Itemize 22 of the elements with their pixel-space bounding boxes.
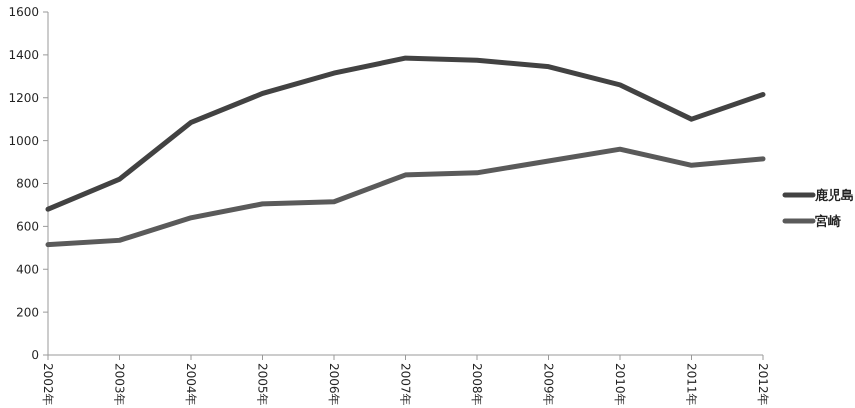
y-tick-label: 0 xyxy=(31,348,39,362)
x-tick-label: 2008年 xyxy=(470,363,484,406)
y-tick-label: 400 xyxy=(16,262,39,276)
x-tick-label: 2012年 xyxy=(756,363,770,406)
x-tick-label: 2011年 xyxy=(684,363,698,406)
legend-label: 宮崎 xyxy=(815,214,841,230)
y-tick-label: 800 xyxy=(16,176,39,191)
y-tick-label: 1400 xyxy=(8,48,39,62)
x-tick-label: 2010年 xyxy=(612,363,627,406)
y-tick-label: 1600 xyxy=(8,5,39,20)
x-tick-label: 2004年 xyxy=(184,363,198,406)
y-tick-label: 1000 xyxy=(8,134,39,148)
x-tick-label: 2007年 xyxy=(398,363,412,406)
legend-label: 鹿児島 xyxy=(814,188,854,204)
x-tick-label: 2002年 xyxy=(40,363,55,406)
x-tick-label: 2005年 xyxy=(255,363,270,406)
x-tick-label: 2006年 xyxy=(326,363,341,406)
y-tick-label: 1200 xyxy=(8,90,39,105)
y-tick-label: 200 xyxy=(16,305,39,320)
x-tick-label: 2003年 xyxy=(112,363,126,406)
x-tick-label: 2009年 xyxy=(541,363,556,406)
y-tick-label: 600 xyxy=(16,220,39,234)
